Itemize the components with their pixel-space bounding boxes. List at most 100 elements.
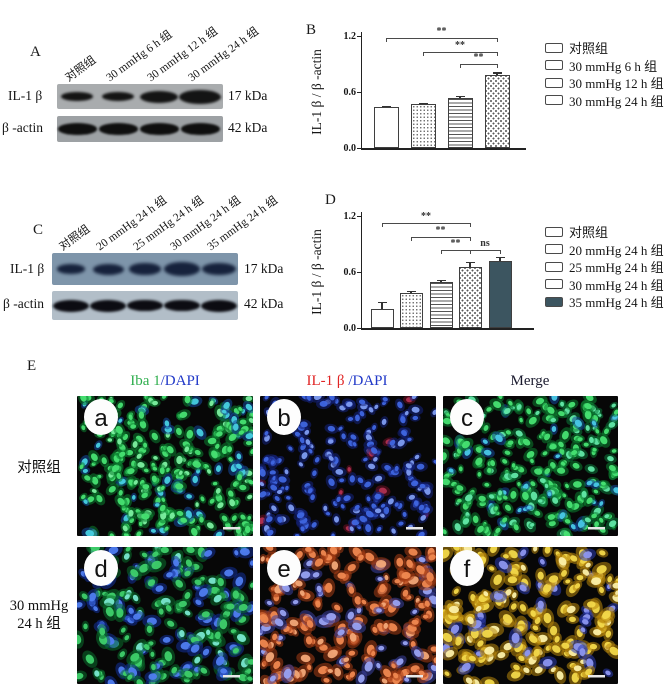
micrograph-letter: b xyxy=(277,405,290,432)
micrograph-svg: f xyxy=(443,547,618,684)
bar-5 xyxy=(488,260,512,328)
legend-item: 25 mmHg 24 h 组 xyxy=(545,257,664,276)
legend-swatch xyxy=(545,77,563,88)
legend-label: 30 mmHg 12 h 组 xyxy=(569,76,664,91)
significance-label: ** xyxy=(435,225,446,237)
panel-c-blot-il1b xyxy=(52,253,238,285)
bar-3 xyxy=(429,282,453,328)
legend-swatch xyxy=(545,296,563,307)
y-tick xyxy=(357,148,362,150)
legend-label: 30 mmHg 24 h 组 xyxy=(569,277,664,293)
significance-label: ns xyxy=(480,237,490,249)
y-tick-label: 0.6 xyxy=(343,267,357,278)
error-bar-cap xyxy=(377,301,387,304)
legend-swatch xyxy=(545,60,563,70)
column-header: IL-1 β /DAPI xyxy=(267,373,427,390)
protein-band xyxy=(201,299,237,312)
scale-bar xyxy=(223,675,240,678)
error-bar-cap xyxy=(381,105,391,107)
significance-tick xyxy=(441,249,442,254)
micrograph-letter-badge xyxy=(450,399,484,435)
significance-tick xyxy=(497,51,498,56)
y-tick-label: 0.0 xyxy=(343,323,357,334)
protein-band xyxy=(61,92,93,101)
legend-swatch xyxy=(545,95,563,105)
error-bar-cap xyxy=(495,256,505,258)
error-bar-cap xyxy=(436,279,446,282)
micrograph-letter: c xyxy=(461,405,473,432)
significance-label: ** xyxy=(473,52,484,63)
legend-swatch xyxy=(545,279,563,289)
panel-c-blot-actin xyxy=(52,291,238,320)
column-header: Iba 1/DAPI xyxy=(85,373,245,390)
column-header-part: Iba 1 xyxy=(130,373,161,389)
x-axis xyxy=(361,148,526,150)
micrograph-letter: e xyxy=(277,556,290,583)
error-bar xyxy=(410,290,412,294)
micrograph-svg: a xyxy=(77,396,253,536)
error-bar-cap xyxy=(455,96,465,98)
protein-band xyxy=(180,123,220,135)
legend-swatch xyxy=(545,261,563,272)
x-axis xyxy=(361,328,534,330)
error-bar xyxy=(496,72,498,76)
panel-c-protein-il1b: IL-1 β xyxy=(10,261,45,276)
significance-line xyxy=(441,249,470,251)
scale-bar xyxy=(588,675,605,678)
micrograph-letter-badge xyxy=(84,399,118,435)
micrograph-c: c xyxy=(443,396,618,536)
column-header-part: Merge xyxy=(510,373,550,389)
protein-band xyxy=(202,262,236,276)
y-tick-label: 1.2 xyxy=(343,31,357,42)
legend-label: 30 mmHg 24 h 组 xyxy=(569,93,664,109)
error-bar xyxy=(469,261,471,268)
legend-label: 30 mmHg 6 h 组 xyxy=(569,58,658,74)
micrograph-letter-badge xyxy=(267,399,301,435)
panel-c-lane-label: 对照组 xyxy=(57,223,93,254)
y-axis-title: IL-1 β / β -actin xyxy=(309,229,324,315)
significance-label: ** xyxy=(436,25,447,37)
y-tick-label: 0.0 xyxy=(343,143,357,154)
significance-label: ** xyxy=(450,237,461,249)
y-tick xyxy=(357,36,362,38)
protein-band xyxy=(179,89,221,104)
bar-1 xyxy=(373,106,399,148)
significance-tick xyxy=(423,51,424,56)
panel-c-label: C xyxy=(33,222,44,238)
micrograph-e: e xyxy=(260,547,436,684)
column-header-part: IL-1 β xyxy=(306,373,349,389)
y-tick xyxy=(357,272,362,274)
panel-c-protein-actin: β -actin xyxy=(3,296,44,311)
error-bar-cap xyxy=(465,261,475,263)
legend-item: 35 mmHg 24 h 组 xyxy=(545,292,664,311)
panel-c-kda-17: 17 kDa xyxy=(244,261,284,276)
panel-a-blot-actin xyxy=(57,116,223,142)
protein-band xyxy=(164,299,200,312)
significance-tick xyxy=(497,37,498,42)
panel-a-label: A xyxy=(30,44,41,60)
y-tick xyxy=(357,328,362,330)
column-header: Merge xyxy=(450,373,610,390)
bar-3 xyxy=(447,97,473,148)
protein-band xyxy=(101,91,135,102)
y-tick xyxy=(357,92,362,94)
significance-tick xyxy=(386,37,387,42)
bar-4 xyxy=(458,267,482,328)
significance-tick xyxy=(470,223,471,228)
protein-band xyxy=(129,263,161,275)
legend-label: 对照组 xyxy=(569,41,609,56)
y-axis-title: IL-1 β / β -actin xyxy=(309,49,324,135)
error-bar xyxy=(381,301,383,310)
legend-label: 20 mmHg 24 h 组 xyxy=(569,242,664,258)
protein-band xyxy=(98,123,138,135)
significance-tick xyxy=(500,249,501,254)
legend-item: 30 mmHg 12 h 组 xyxy=(545,73,664,92)
scale-bar xyxy=(406,527,423,530)
significance-tick xyxy=(382,223,383,228)
legend-item: 对照组 xyxy=(545,222,608,241)
protein-band xyxy=(164,262,200,276)
significance-tick xyxy=(411,237,412,242)
scale-bar xyxy=(223,527,240,530)
y-tick xyxy=(357,216,362,218)
y-tick-label: 0.6 xyxy=(343,87,357,98)
